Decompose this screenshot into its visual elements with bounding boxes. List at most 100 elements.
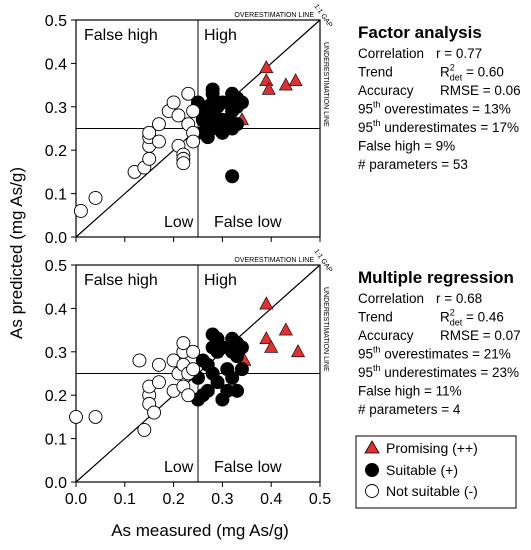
y-tick-label: 0.2	[45, 388, 67, 405]
stat-underestimates-text: underestimates = 23%	[381, 365, 519, 380]
stat-overestimates-text: overestimates = 13%	[381, 102, 511, 117]
data-point-promising	[278, 77, 293, 91]
stat-trend-sup: 2	[450, 308, 455, 318]
stat-overestimates: 95th overestimates = 21%	[358, 345, 511, 362]
y-tick-label: 0.5	[45, 13, 67, 30]
stat-correlation-value: r = 0.77	[436, 46, 482, 61]
x-tick-label: 0.4	[260, 491, 282, 508]
data-point-not-suitable	[176, 156, 191, 171]
underestimation-line-label: UNDERESTIMATION LINE	[322, 287, 329, 372]
data-point-not-suitable	[181, 86, 196, 101]
stat-trend-number: = 0.60	[462, 65, 504, 80]
y-tick-label: 0.4	[45, 301, 67, 318]
y-tick-label: 0.0	[45, 475, 67, 492]
quadrant-label-false-low: False low	[214, 214, 282, 231]
data-point-promising	[264, 339, 279, 353]
stat-trend-sup: 2	[450, 63, 455, 73]
data-point-not-suitable	[166, 95, 181, 110]
data-point-suitable	[234, 340, 249, 355]
stat-accuracy-value: RMSE = 0.07	[440, 328, 521, 343]
data-point-not-suitable	[73, 204, 88, 218]
stat-trend-sub: det	[450, 318, 463, 328]
data-point-not-suitable	[88, 409, 103, 424]
data-point-not-suitable	[171, 108, 186, 123]
plot-frame	[75, 264, 321, 483]
stat-underestimates-sup: th	[373, 118, 381, 128]
stat-overestimates-sup: th	[373, 345, 381, 355]
data-point-promising	[259, 331, 274, 345]
y-tick-label: 0.1	[45, 187, 67, 204]
stat-trend-value: R2 det = 0.46	[440, 308, 504, 328]
stat-overestimates: 95th overestimates = 13%	[358, 100, 511, 117]
legend: Promising (++) Suitable (+) Not suitable…	[355, 435, 517, 509]
stat-trend-symbol: R	[440, 65, 450, 80]
stat-trend-sub: det	[450, 73, 463, 83]
data-point-not-suitable	[152, 375, 166, 390]
data-point-not-suitable	[152, 357, 166, 372]
data-point-suitable	[210, 375, 225, 390]
stat-overestimates-text: overestimates = 21%	[381, 347, 511, 362]
stat-trend-value: R2 det = 0.60	[440, 63, 504, 83]
stat-trend-symbol: R	[440, 310, 450, 325]
one-to-one-gap-label: 1:1 GAP	[312, 248, 333, 274]
quadrant-label-low: Low	[164, 459, 194, 476]
quadrant-label-high: High	[204, 272, 237, 289]
data-point-suitable	[230, 383, 245, 398]
stat-overestimates-num: 95	[358, 102, 373, 117]
data-point-suitable	[234, 362, 249, 377]
data-point-not-suitable	[132, 353, 147, 368]
data-point-not-suitable	[186, 104, 201, 119]
stat-underestimates: 95th underestimates = 23%	[358, 363, 519, 380]
x-tick-label: 0.1	[114, 491, 136, 508]
stat-trend-number: = 0.46	[462, 310, 504, 325]
plot-frame	[75, 19, 321, 238]
data-point-not-suitable	[181, 388, 196, 403]
data-point-promising	[259, 73, 274, 87]
data-point-suitable	[225, 169, 240, 184]
stat-parameters: # parameters = 4	[358, 402, 461, 417]
data-point-not-suitable	[137, 422, 152, 437]
legend-label-promising: Promising (++)	[386, 440, 478, 456]
data-point-suitable	[200, 130, 215, 145]
stat-underestimates-text: underestimates = 17%	[381, 120, 519, 135]
y-tick-label: 0.1	[45, 432, 67, 449]
data-point-not-suitable	[176, 336, 191, 351]
quadrant-label-false-low: False low	[214, 459, 282, 476]
data-point-suitable	[230, 117, 245, 132]
stat-correlation-value: r = 0.68	[436, 291, 482, 306]
overestimation-line-label: OVERESTIMATION LINE	[234, 257, 314, 264]
stat-false-high: False high = 9%	[358, 139, 455, 154]
data-point-not-suitable	[88, 190, 103, 205]
panel-title: Factor analysis	[358, 23, 482, 42]
one-to-one-gap-label: 1:1 GAP	[312, 3, 333, 29]
stat-correlation-label: Correlation	[358, 46, 424, 61]
data-point-promising	[288, 73, 303, 87]
quadrant-label-low: Low	[164, 214, 194, 231]
data-point-not-suitable	[69, 409, 83, 424]
underestimation-line-label: UNDERESTIMATION LINE	[322, 42, 329, 127]
quadrant-label-high: High	[204, 27, 237, 44]
quadrant-label-false-high: False high	[84, 272, 158, 289]
legend-marker-promising	[364, 440, 380, 454]
data-point-suitable	[225, 370, 240, 385]
legend-label-not-suitable: Not suitable (-)	[386, 483, 478, 499]
stat-trend-label: Trend	[358, 65, 393, 80]
stat-correlation-label: Correlation	[358, 291, 424, 306]
data-point-not-suitable	[152, 134, 166, 149]
data-point-promising	[278, 322, 293, 336]
legend-marker-suitable	[365, 463, 379, 477]
data-point-promising	[291, 344, 306, 358]
stat-parameters: # parameters = 53	[358, 157, 468, 172]
x-axis-label: As measured (mg As/g)	[111, 521, 289, 540]
data-point-not-suitable	[186, 134, 201, 149]
y-tick-label: 0.4	[45, 56, 67, 73]
x-tick-label: 0.0	[65, 491, 87, 508]
stat-underestimates-sup: th	[373, 363, 381, 373]
y-tick-label: 0.3	[45, 345, 67, 362]
data-point-not-suitable	[152, 117, 166, 132]
stat-accuracy-label: Accuracy	[358, 328, 414, 343]
data-point-suitable	[234, 95, 249, 110]
data-point-promising	[259, 60, 274, 74]
legend-box	[355, 435, 517, 509]
stat-underestimates: 95th underestimates = 17%	[358, 118, 519, 135]
